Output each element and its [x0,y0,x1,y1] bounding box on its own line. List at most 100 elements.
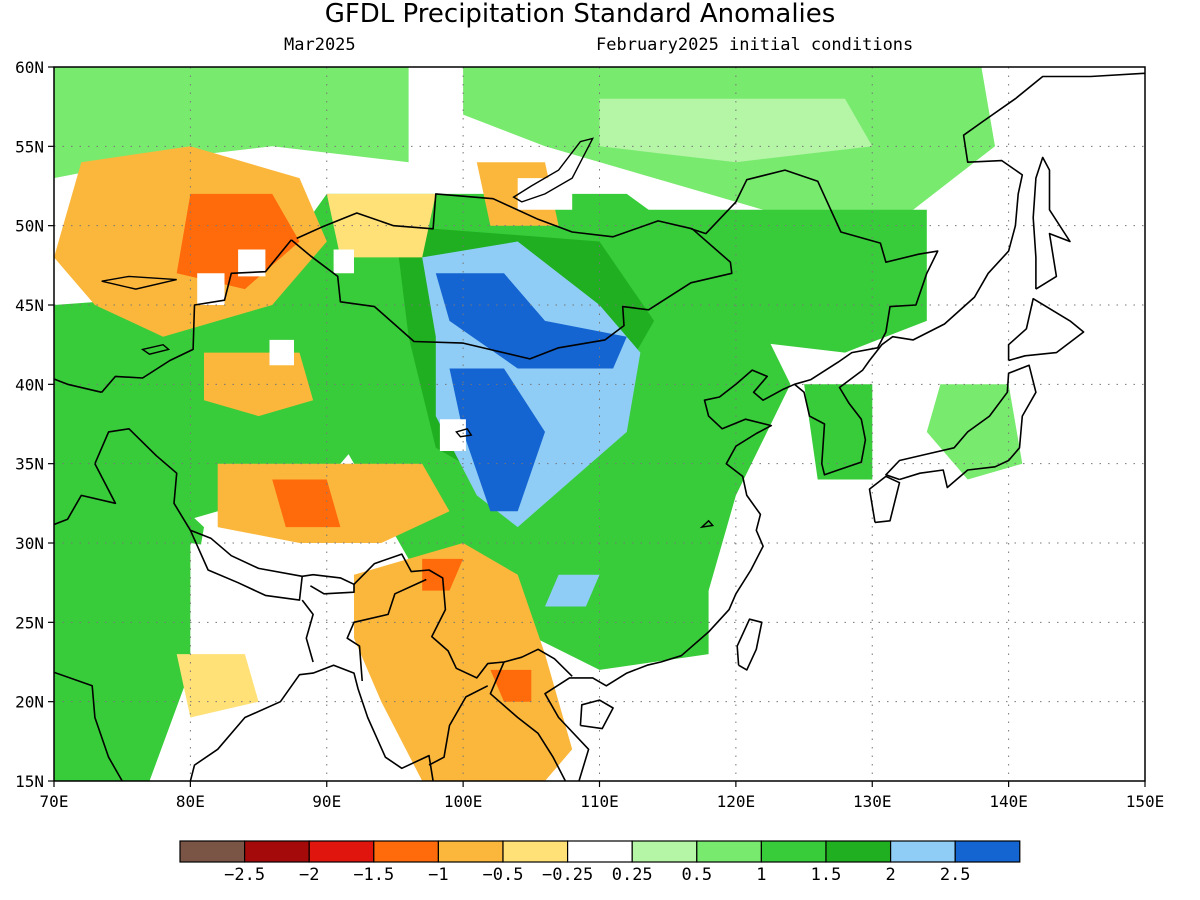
country-border [54,463,117,526]
anomaly-region-korea-green [804,384,873,480]
colorbar-label: −2 [299,865,319,885]
colorbar-swatch [502,840,569,863]
longitude-tick-label: 120E [717,792,756,811]
longitude-tick-label: 110E [580,792,619,811]
anomaly-region-india-orange [176,654,259,718]
missing-data-cell [197,273,225,305]
colorbar-swatch [373,840,439,863]
colorbar-swatch [760,840,827,863]
country-border [94,427,573,679]
colorbar-label: 0.25 [612,865,653,885]
coastline [736,618,763,671]
latitude-tick-label: 55N [15,137,44,156]
colorbar-label: 0.5 [681,865,712,885]
colorbar-swatch [954,840,1021,863]
country-border [101,239,292,393]
latitude-tick-label: 50N [15,217,44,236]
longitude-tick-label: 140E [989,792,1028,811]
colorbar-swatch [244,840,310,863]
colorbar-swatch [566,840,633,863]
coastline-layer [54,72,1145,781]
missing-data-cell [238,249,266,277]
lake-outline [140,343,171,355]
latitude-tick-label: 20N [15,693,44,712]
colorbar-label: −0.25 [542,865,593,885]
country-border [189,529,303,601]
coastline [868,475,901,524]
anomaly-region-western-siberia-green [54,67,409,179]
coastline [885,364,1037,489]
anomaly-region-japan-green [926,384,1023,480]
colorbar-swatch [631,840,698,863]
longitude-tick-label: 70E [40,792,69,811]
colorbar-label: 2.5 [940,865,971,885]
colorbar-swatch [308,840,375,863]
colorbar-label: 1.5 [811,865,842,885]
coastline [1007,297,1085,362]
coastline [1032,156,1071,290]
latitude-tick-label: 40N [15,375,44,394]
country-border [309,584,355,595]
colorbar-label: 1 [756,865,766,885]
colorbar-swatch [437,840,504,863]
anomaly-region-india-west-green [54,447,204,781]
longitude-tick-label: 130E [853,792,892,811]
coastline [54,671,123,781]
anomaly-region-india-east-white [149,543,368,781]
anomaly-region-central-blue-south [449,368,545,512]
anomaly-region-northeast-light-band [599,98,873,163]
map-plot-area [54,67,1145,781]
initial-conditions-label: February2025 initial conditions [596,35,913,55]
latitude-tick-label: 30N [15,534,44,553]
colorbar-label: −1.5 [353,865,394,885]
colorbar-swatch [889,840,956,863]
anomaly-region-altai-orange [326,193,436,258]
anomaly-region-kazakh-red [176,193,300,290]
country-border [290,193,733,360]
colorbar-label: −1 [428,865,448,885]
latitude-tick-label: 25N [15,613,44,632]
coastline [579,699,614,730]
lake-outline [512,137,595,203]
longitude-tick-label: 150E [1126,792,1165,811]
longitude-tick-label: 80E [176,792,205,811]
lake-outline [101,275,177,290]
country-border-layer [54,169,939,781]
colorbar-swatch [179,840,246,863]
anomaly-region-tibet-red [272,479,341,528]
latitude-tick-label: 60N [15,58,44,77]
missing-data-cell [269,339,294,366]
coastline [544,72,1145,781]
colorbar-swatch [696,840,762,863]
latitude-tick-label: 35N [15,455,44,474]
forecast-month-label: Mar2025 [284,35,356,55]
longitude-tick-label: 100E [444,792,483,811]
country-border [690,169,939,386]
colorbar-label: 2 [885,865,895,885]
coastline [189,664,434,781]
colorbar-swatch [825,840,892,863]
anomaly-region-laos-red [490,669,532,702]
latitude-tick-label: 45N [15,296,44,315]
latitude-tick-label: 15N [15,772,44,791]
anomaly-region-south-china-blue [545,574,600,607]
country-border [428,685,489,766]
country-border [489,661,567,781]
map-title: GFDL Precipitation Standard Anomalies [325,0,836,29]
anomaly-region-myanmar-red [422,558,464,591]
lake-outline [455,427,473,438]
lake-outline [699,519,715,529]
colorbar-label: −0.5 [483,865,524,885]
missing-data-cell [333,249,354,274]
missing-data-cell [439,419,466,451]
country-border [346,578,427,682]
longitude-ticks: 70E 80E 90E 100E 110E 120E 130E 140E 150E [40,781,1165,811]
latitude-ticks: 15N 20N 25N 30N 35N 40N 45N 50N 55N 60N [15,58,54,791]
colorbar: −2.5 −2 −1.5 −1 −0.5 −0.25 0.25 0.5 1 1.5 2 2.5 [179,840,1021,885]
colorbar-label: −2.5 [224,865,265,885]
anomaly-fill-layer [54,67,1023,781]
longitude-tick-label: 90E [312,792,341,811]
country-border [54,378,102,394]
country-border [301,599,314,663]
